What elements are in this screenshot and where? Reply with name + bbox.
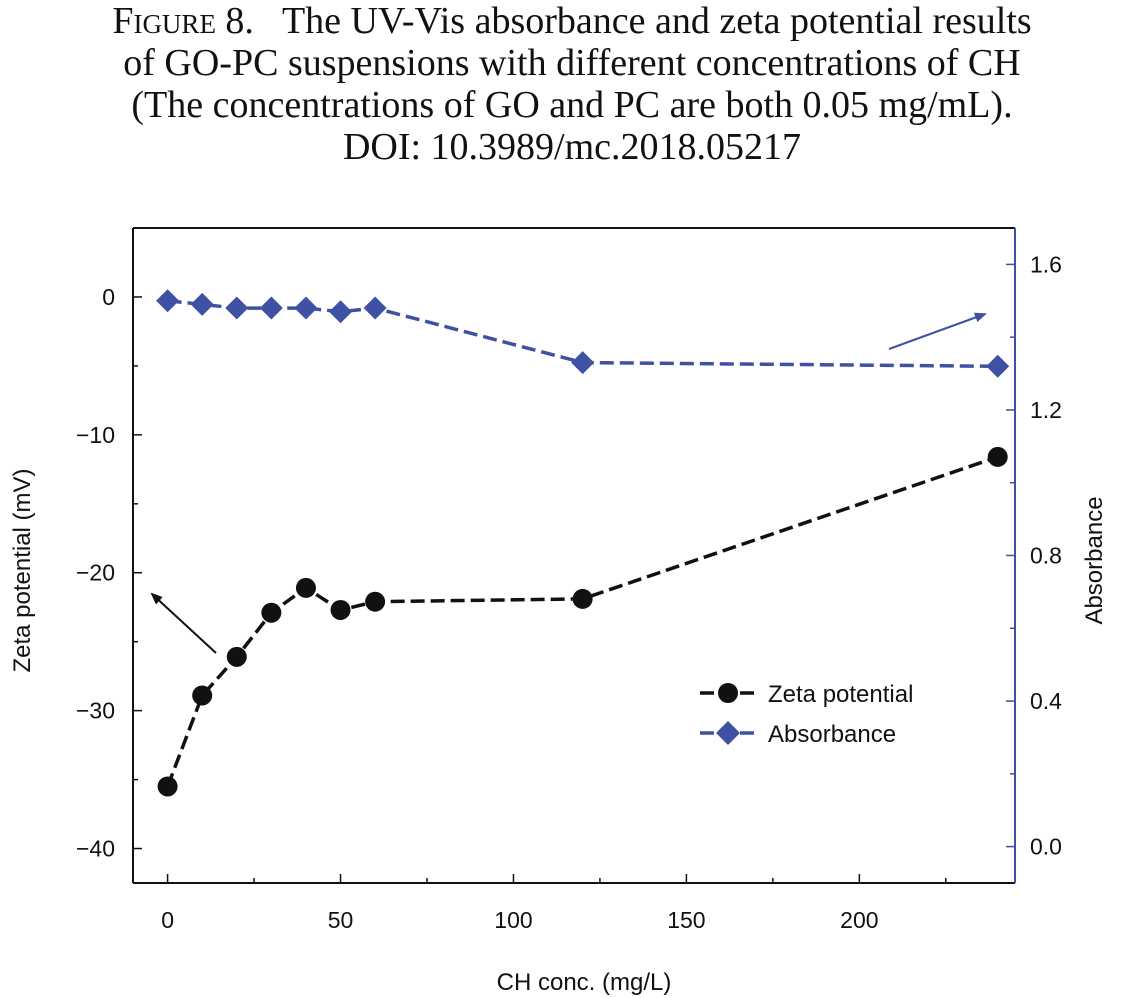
x-tick-label: 50 [328, 907, 354, 933]
x-tick-label: 200 [840, 907, 878, 933]
zeta-data-point [330, 599, 351, 620]
y-tick-label: −10 [76, 422, 115, 448]
absorbance-data-point [294, 296, 318, 320]
y2-tick-label: 0.4 [1030, 688, 1062, 714]
zeta-data-point [192, 685, 213, 706]
y-tick-label: −20 [76, 560, 115, 586]
caption-text-1: The UV-Vis absorbance and zeta potential… [281, 0, 1032, 42]
caption-line-3: (The concentrations of GO and PC are bot… [131, 84, 1013, 126]
y-tick-label: −30 [76, 698, 115, 724]
absorbance-series-line [167, 299, 998, 369]
caption-line-4: DOI: 10.3989/mc.2018.05217 [342, 126, 802, 168]
y-tick-label: −40 [76, 836, 115, 862]
absorbance-data-point [363, 296, 387, 320]
x-tick-label: 100 [494, 907, 532, 933]
y-axis-title: Zeta potential (mV) [9, 468, 36, 672]
figure-label: Figure 8. [112, 0, 254, 42]
y2-tick-label: 0.0 [1030, 834, 1062, 860]
y2-axis-title: Absorbance [1081, 496, 1108, 624]
zeta-data-point [261, 602, 282, 623]
zeta-data-point [572, 588, 593, 609]
y-tick-label: 0 [102, 284, 115, 310]
absorbance-data-point [986, 354, 1010, 378]
legend-zeta-marker [718, 683, 738, 703]
legend-absorbance-label: Absorbance [768, 721, 896, 748]
y2-tick-label: 1.6 [1030, 251, 1062, 277]
absorbance-data-point [259, 296, 283, 320]
zeta-data-point [295, 577, 316, 598]
axes: 0 50 100 150 200 0 −10 −20 −30 −40 0.0 0.4 0.8 1.2 1.6… [9, 227, 1108, 996]
x-tick-label: 150 [667, 907, 705, 933]
absorbance-data-point [329, 300, 353, 324]
absorbance-data-point [225, 296, 249, 320]
y2-tick-label: 0.8 [1030, 543, 1062, 569]
absorbance-data-point [190, 292, 214, 316]
absorbance-axis-arrow [888, 312, 987, 350]
absorbance-data-point [571, 351, 595, 375]
x-tick-label: 0 [161, 907, 174, 933]
y2-tick-label: 1.2 [1030, 397, 1062, 423]
legend-absorbance-marker [716, 721, 740, 745]
zeta-data-point [365, 591, 386, 612]
absorbance-data-point [156, 289, 180, 313]
legend: Zeta potential Absorbance [700, 681, 913, 748]
legend-zeta-label: Zeta potential [768, 681, 913, 708]
caption-line-2: of GO-PC suspensions with different conc… [123, 42, 1021, 84]
zeta-data-point [987, 446, 1008, 467]
zeta-axis-arrow [150, 592, 217, 654]
series-layer [156, 289, 1010, 797]
zeta-data-point [226, 646, 247, 667]
zeta-data-point [157, 776, 178, 797]
caption-line-1: Figure 8. The UV-Vis absorbance and zeta … [0, 0, 1144, 42]
x-axis-title: CH conc. (mg/L) [497, 969, 672, 996]
annotations [150, 312, 987, 654]
figure-caption: Figure 8. The UV-Vis absorbance and zeta … [0, 0, 1144, 168]
